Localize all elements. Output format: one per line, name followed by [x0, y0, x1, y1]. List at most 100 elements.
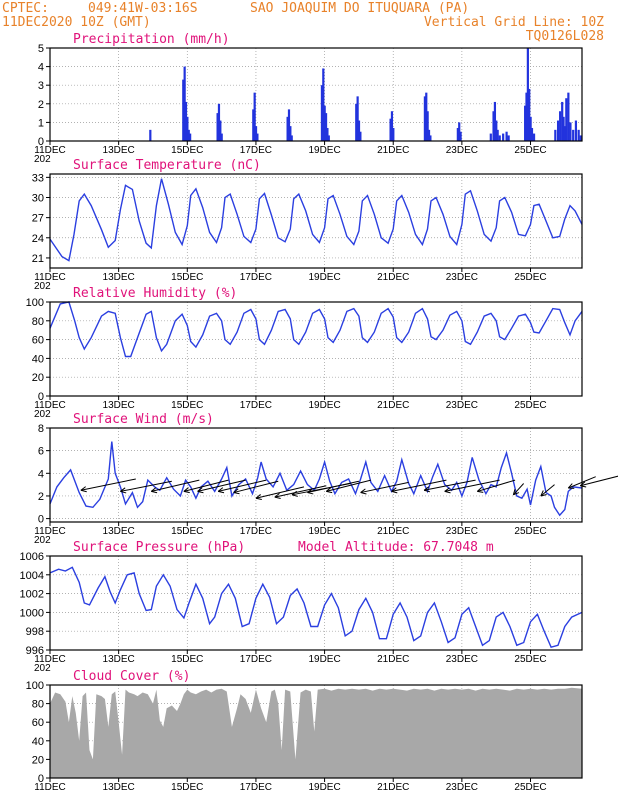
y-tick-label: 998: [26, 626, 44, 638]
wind-arrow-head: [80, 486, 86, 491]
y-tick-label: 60: [32, 717, 44, 729]
precip-bar: [577, 129, 580, 141]
x-tick-label: 11DEC: [34, 400, 66, 411]
precip-bar: [217, 103, 221, 141]
x-tick-label: 13DEC: [103, 400, 135, 411]
x-tick-label: 19DEC: [308, 654, 340, 665]
x-tick-label: 11DEC: [34, 272, 66, 283]
precip-bar: [220, 133, 223, 141]
cloud-cover-area: [50, 687, 582, 778]
wind-arrow-head: [360, 492, 367, 495]
precip-bar: [256, 133, 259, 141]
precip-bar: [495, 120, 498, 141]
precip-bar: [458, 122, 461, 141]
x-tick-label: 25DEC: [514, 782, 546, 793]
y-tick-label: 5: [38, 43, 44, 55]
x-tick-label: 15DEC: [171, 272, 203, 283]
panel-0: 0 1 2 3 4 5 11DEC 13DEC 15DEC 17DEC 19DEC 21DEC 23DE…: [34, 32, 583, 165]
wind-arrow-head: [197, 490, 204, 494]
panel-title: Relative Humidity (%): [73, 286, 237, 301]
x-tick-label: 13DEC: [103, 526, 135, 537]
precip-bar: [559, 111, 562, 141]
wind-arrow-head: [291, 490, 298, 496]
precip-bar: [357, 120, 361, 141]
panel-title: Surface Wind (m/s): [73, 412, 214, 427]
precip-bar: [528, 88, 531, 141]
y-tick-label: 1: [38, 117, 44, 129]
precip-bar: [287, 109, 291, 141]
wind-arrow-head: [391, 490, 398, 494]
wind-arrow-head: [120, 490, 127, 494]
x-year-stub: 202: [34, 281, 51, 292]
x-tick-label: 21DEC: [377, 400, 409, 411]
header-init-time: 11DEC2020 10Z (GMT): [2, 15, 151, 30]
wind-vector: [151, 479, 200, 492]
x-tick-label: 23DEC: [446, 526, 478, 537]
wind-arrow-head: [120, 487, 126, 492]
y-tick-label: 6: [38, 446, 44, 458]
x-tick-label: 17DEC: [240, 272, 272, 283]
wind-arrow-head: [307, 492, 314, 495]
precip-bar: [326, 127, 329, 141]
panel-5: 0 20 40 60 80 100 11DEC 13DEC 15DEC 17DEC 19DEC 21D…: [26, 669, 583, 793]
x-tick-label: 19DEC: [308, 526, 340, 537]
precip-bar: [493, 101, 497, 141]
y-tick-label: 2: [38, 491, 44, 503]
x-tick-label: 13DEC: [103, 782, 135, 793]
wind-arrow-head: [233, 492, 240, 495]
wind-vector: [444, 479, 500, 492]
wind-arrow-head: [233, 488, 239, 493]
x-tick-label: 21DEC: [377, 272, 409, 283]
x-tick-label: 13DEC: [103, 654, 135, 665]
panel-title: Precipitation (mm/h): [73, 32, 230, 47]
wind-arrow-head: [274, 496, 281, 499]
panel-frame: [49, 555, 583, 651]
y-tick-label: 0: [38, 514, 44, 526]
precip-bar: [427, 129, 431, 141]
header-coords: 049:41W-03:16S: [88, 1, 198, 16]
precip-bar: [526, 48, 529, 141]
wind-vector: [218, 479, 267, 492]
wind-arrow-head: [580, 485, 587, 488]
precip-bar: [187, 129, 190, 141]
wind-vector: [424, 479, 476, 491]
precip-bar: [574, 120, 578, 141]
y-tick-label: 24: [32, 233, 44, 245]
panel-2: 0 20 40 60 80 100 11DEC 13DEC 15DEC 17DEC 19DEC 21D…: [26, 286, 583, 420]
precip-bar: [290, 135, 293, 141]
x-tick-label: 15DEC: [171, 145, 203, 156]
wind-vector: [477, 479, 516, 492]
wind-vector: [80, 478, 136, 491]
series-line: [49, 441, 583, 517]
panel-frame: [49, 427, 583, 523]
wind-vector: [540, 484, 555, 497]
y-tick-label: 20: [32, 754, 44, 766]
y-tick-label: 40: [32, 353, 44, 365]
precip-bar: [565, 98, 568, 141]
x-tick-label: 23DEC: [446, 145, 478, 156]
precip-bar: [426, 111, 429, 141]
x-tick-label: 19DEC: [308, 145, 340, 156]
header-source: CPTEC:: [2, 1, 49, 16]
x-tick-label: 23DEC: [446, 782, 478, 793]
wind-arrow-head: [183, 487, 189, 492]
x-year-stub: 202: [34, 409, 51, 420]
wind-vector: [307, 480, 360, 494]
series-line: [49, 178, 583, 262]
x-tick-label: 25DEC: [514, 400, 546, 411]
wind-vector: [183, 479, 229, 492]
x-tick-label: 15DEC: [171, 526, 203, 537]
precip-bar: [530, 127, 534, 141]
x-tick-label: 17DEC: [240, 782, 272, 793]
x-tick-label: 19DEC: [308, 400, 340, 411]
wind-arrow-head: [391, 487, 397, 492]
x-tick-label: 11DEC: [34, 654, 66, 665]
wind-vector: [120, 480, 172, 492]
panel-frame: [49, 173, 583, 269]
x-tick-label: 19DEC: [308, 782, 340, 793]
y-tick-label: 100: [26, 680, 44, 692]
wind-arrow-head: [567, 483, 573, 489]
wind-vector: [197, 479, 246, 492]
wind-arrow-head: [476, 487, 483, 492]
y-tick-label: 40: [32, 736, 44, 748]
